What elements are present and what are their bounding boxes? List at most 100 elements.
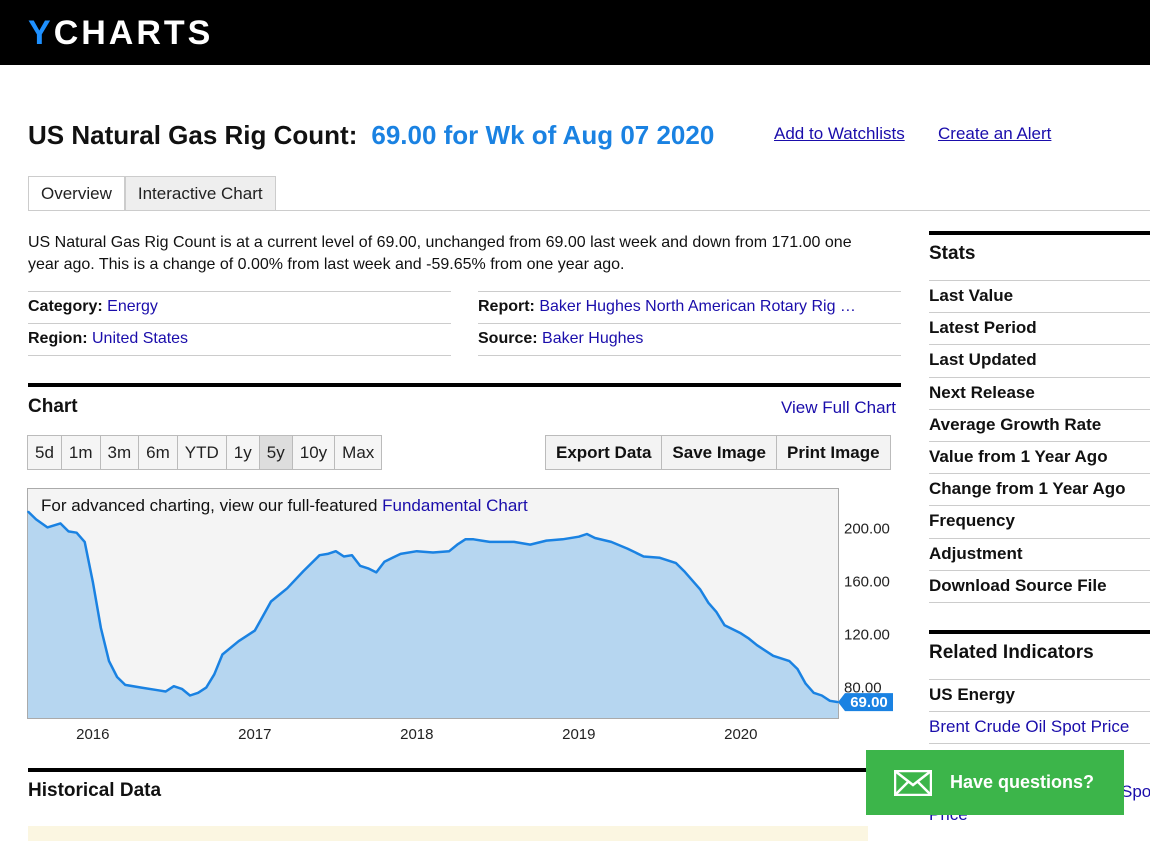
stat-next-release: Next Release [929, 383, 1035, 402]
y-tick-label: 120.00 [844, 627, 890, 644]
stat-last-updated: Last Updated [929, 350, 1037, 369]
save-image-button[interactable]: Save Image [661, 435, 777, 470]
data-point [594, 537, 596, 539]
data-point [189, 694, 191, 697]
report-link[interactable]: Baker Hughes North American Rotary Rig … [539, 298, 856, 315]
chart-section-title: Chart [28, 396, 78, 417]
ycharts-logo[interactable]: YCHARTS [28, 14, 214, 52]
data-point [108, 660, 110, 662]
data-point [335, 550, 337, 552]
related-link-partial[interactable]: Spot [1121, 782, 1150, 801]
data-point [83, 541, 86, 543]
data-point [375, 571, 378, 574]
range-6m[interactable]: 6m [138, 435, 178, 470]
historical-table-header [28, 826, 868, 841]
data-point [683, 570, 685, 572]
range-3m[interactable]: 3m [99, 435, 140, 470]
range-5d[interactable]: 5d [27, 435, 62, 470]
data-point [659, 557, 661, 559]
data-point [804, 682, 807, 685]
data-point [456, 543, 459, 546]
data-point [35, 518, 37, 521]
current-value: 69.00 for Wk of Aug 07 2020 [371, 120, 715, 150]
print-image-button[interactable]: Print Image [775, 435, 891, 470]
data-point [488, 541, 491, 543]
divider [929, 312, 1150, 313]
stat-adjustment: Adjustment [929, 544, 1023, 563]
divider [28, 355, 451, 356]
fundamental-chart-link[interactable]: Fundamental Chart [382, 496, 528, 515]
related-link-brent-crude[interactable]: Brent Crude Oil Spot Price [929, 717, 1130, 736]
data-point [262, 615, 264, 617]
page-title-row: US Natural Gas Rig Count: 69.00 for Wk o… [28, 120, 714, 151]
source-link[interactable]: Baker Hughes [542, 330, 644, 347]
data-point [740, 632, 742, 635]
data-point [359, 565, 361, 567]
data-point [326, 553, 329, 555]
data-point [237, 640, 240, 642]
range-10y[interactable]: 10y [291, 435, 336, 470]
tab-interactive-chart[interactable]: Interactive Chart [124, 176, 276, 211]
divider [478, 323, 901, 324]
data-point [513, 541, 515, 543]
related-title: Related Indicators [929, 642, 1094, 663]
data-point [351, 554, 353, 556]
add-to-watchlists-link[interactable]: Add to Watchlists [774, 124, 905, 143]
view-full-chart-link[interactable]: View Full Chart [781, 398, 896, 417]
data-point [707, 602, 710, 604]
range-max[interactable]: Max [334, 435, 383, 470]
data-point [124, 684, 126, 686]
related-section-bar [929, 630, 1150, 634]
data-point [116, 676, 118, 678]
divider [929, 743, 1150, 744]
category-link[interactable]: Energy [107, 298, 158, 315]
data-point [46, 526, 49, 529]
historical-section-bar [28, 768, 868, 772]
stat-download-source-file[interactable]: Download Source File [929, 576, 1107, 595]
divider [478, 355, 901, 356]
stat-change-from-1-year-ago: Change from 1 Year Ago [929, 479, 1126, 498]
data-point [748, 637, 750, 640]
stats-title: Stats [929, 243, 976, 264]
data-point [723, 624, 726, 627]
data-point [578, 535, 580, 538]
category-field: Category: Energy [28, 298, 158, 315]
data-point [92, 580, 94, 583]
divider [929, 441, 1150, 442]
data-point [788, 660, 791, 662]
data-point [343, 555, 345, 558]
data-point [270, 600, 272, 603]
data-point [642, 555, 645, 558]
data-point [756, 644, 758, 646]
export-buttons: Export Data Save Image Print Image [545, 435, 891, 470]
range-5y[interactable]: 5y [258, 435, 293, 470]
data-point [675, 562, 677, 564]
export-data-button[interactable]: Export Data [545, 435, 663, 470]
data-point [821, 694, 823, 697]
create-alert-link[interactable]: Create an Alert [938, 124, 1052, 143]
region-field: Region: United States [28, 330, 189, 347]
range-1y[interactable]: 1y [225, 435, 260, 470]
divider [28, 291, 451, 292]
divider [929, 409, 1150, 410]
divider [929, 679, 1150, 680]
data-point [529, 543, 531, 546]
divider [929, 538, 1150, 539]
series-area [28, 511, 838, 718]
data-point [100, 627, 102, 629]
data-point [302, 570, 305, 572]
stat-last-value: Last Value [929, 286, 1014, 305]
data-point [780, 657, 783, 660]
region-link[interactable]: United States [92, 330, 189, 347]
top-nav-bar: YCHARTS [0, 0, 1150, 65]
data-point [829, 700, 831, 702]
data-point [610, 541, 612, 543]
data-point [221, 653, 224, 656]
have-questions-button[interactable]: Have questions? [866, 750, 1124, 815]
data-point [545, 539, 548, 542]
divider [929, 377, 1150, 378]
divider [929, 602, 1150, 603]
x-tick-label: 2018 [400, 726, 433, 743]
tab-overview[interactable]: Overview [28, 176, 125, 211]
